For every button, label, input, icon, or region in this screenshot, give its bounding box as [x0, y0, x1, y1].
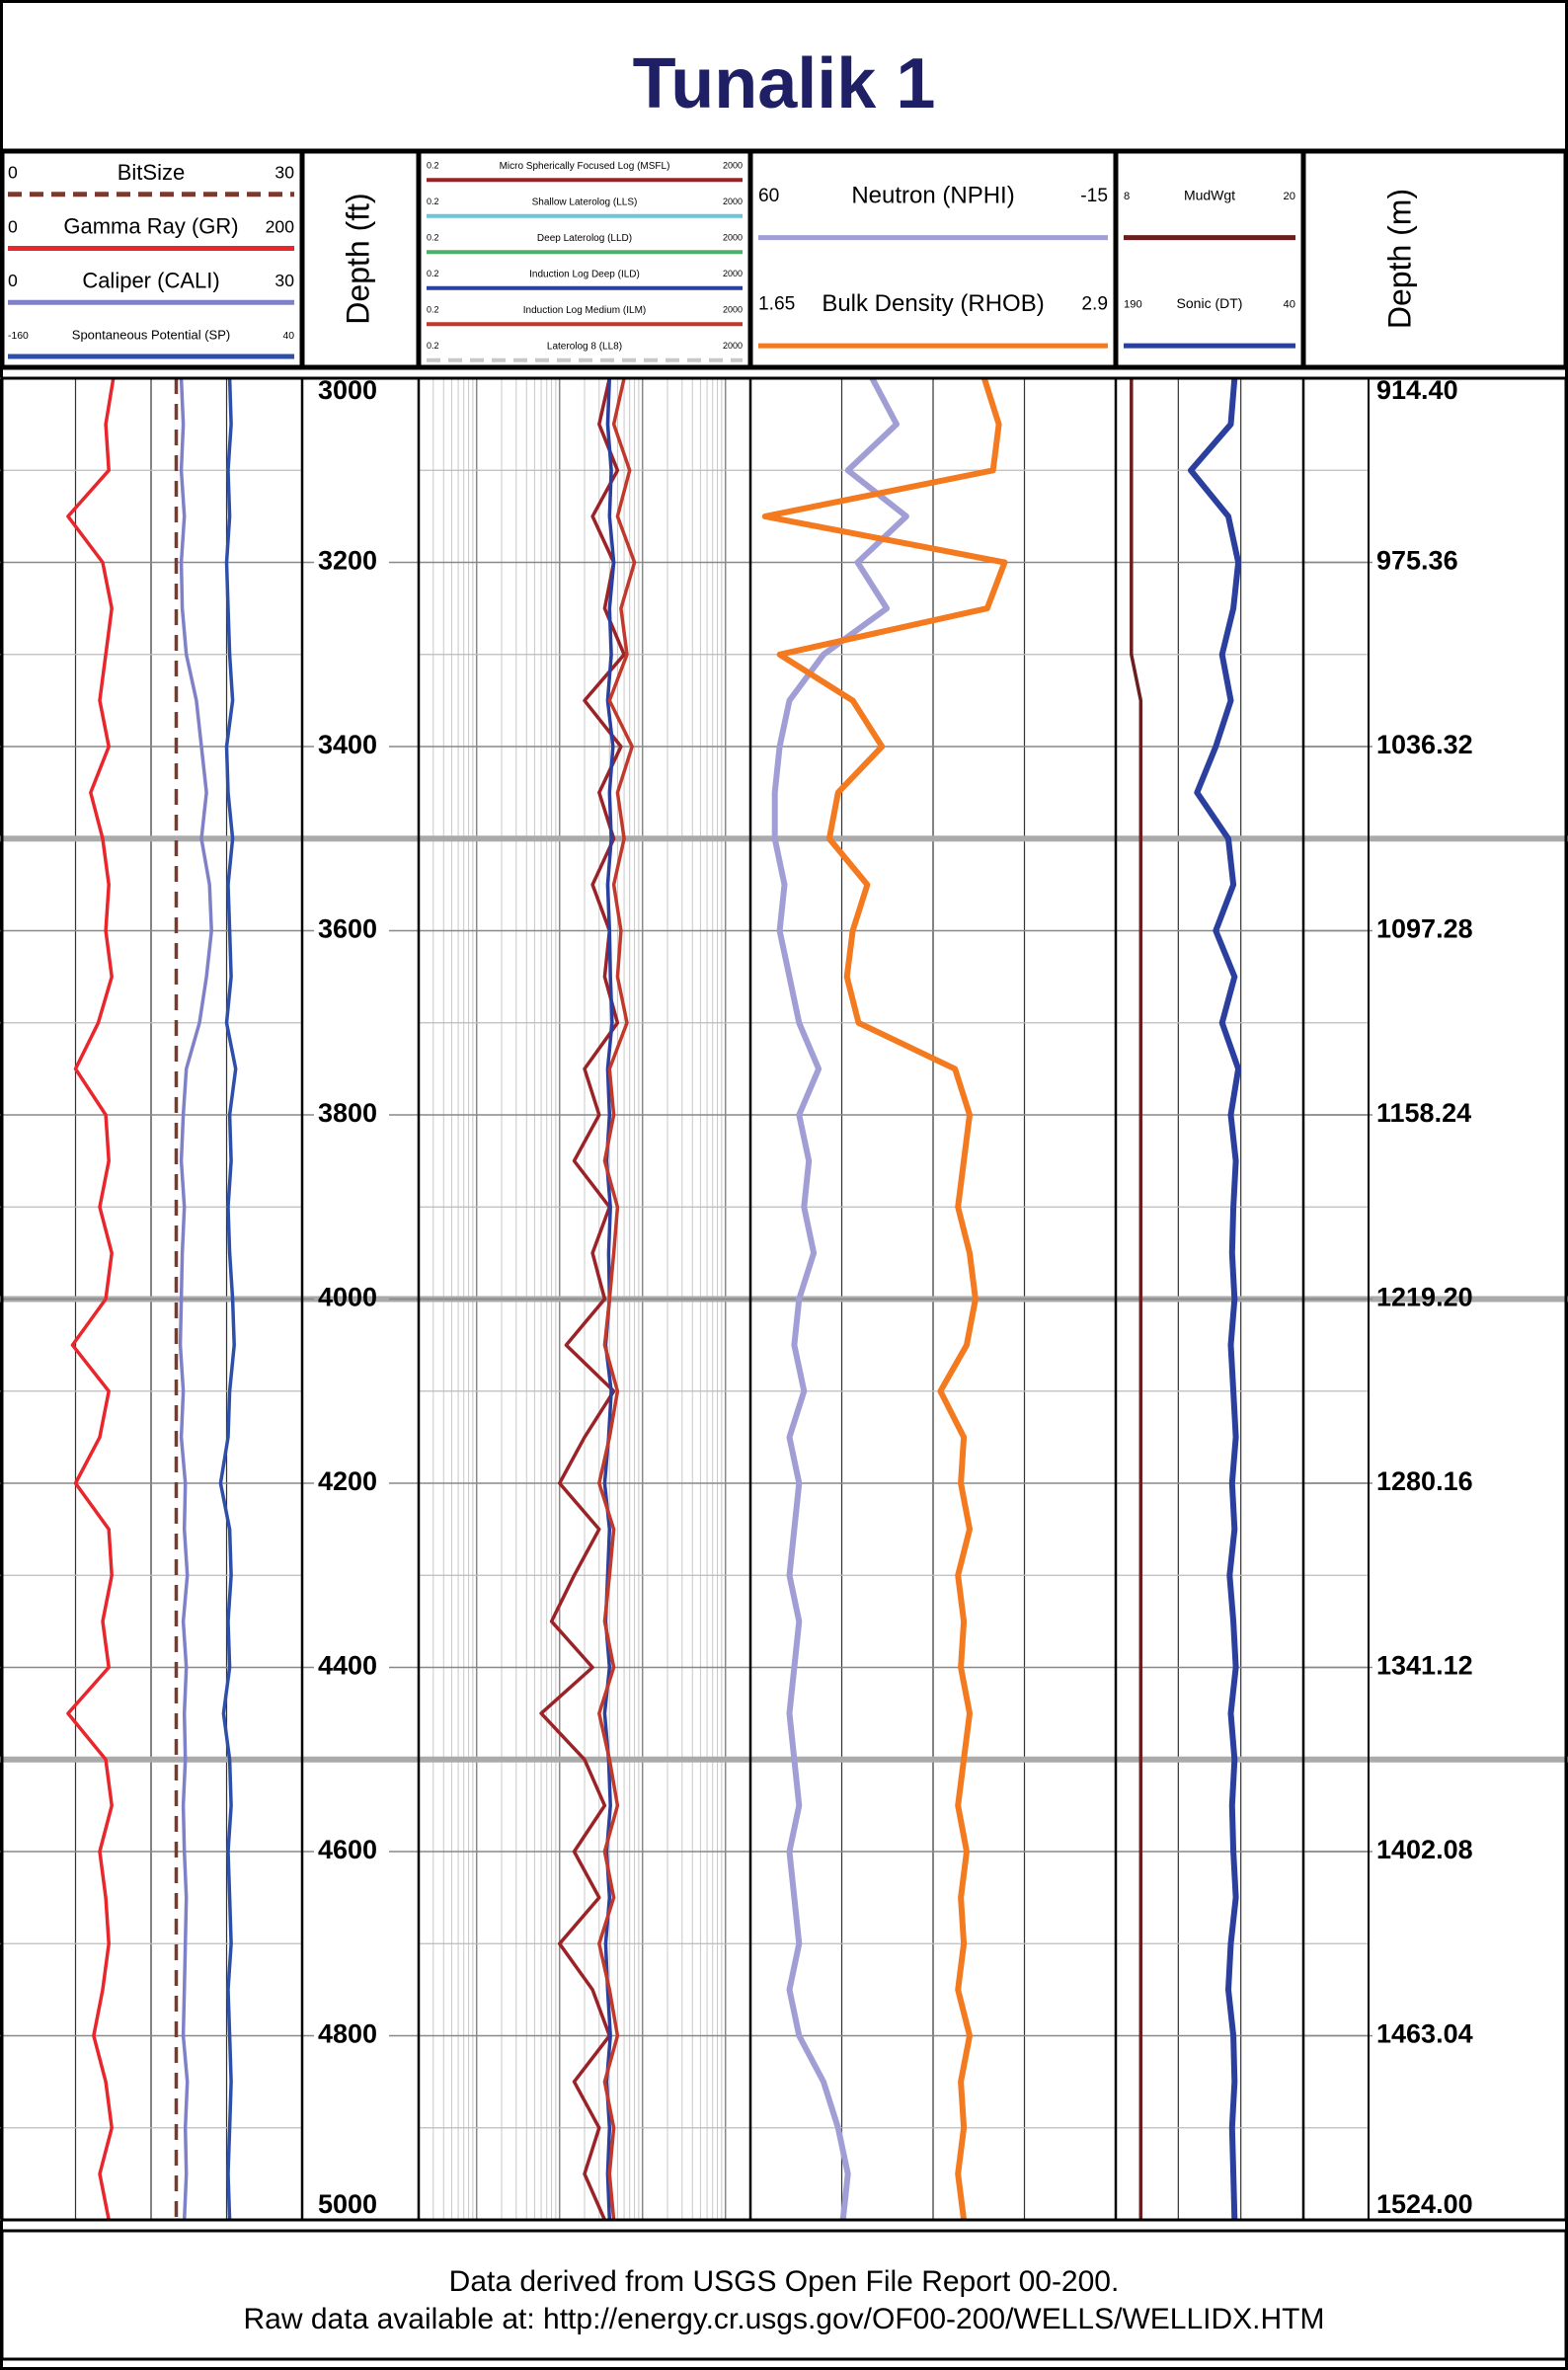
curves: [66, 378, 1242, 2220]
footer-frame: [0, 2229, 1568, 2361]
legend-max: 40: [282, 331, 294, 342]
depth-ft-tick-label: 3200: [318, 546, 377, 576]
chart-title: Tunalik 1: [633, 44, 936, 123]
depth-ft-tick-label: 5000: [318, 2189, 377, 2219]
legend-label: Gamma Ray (GR): [63, 214, 238, 239]
depth-ft-tick-label: 4000: [318, 1283, 377, 1312]
legend-max: 2000: [723, 305, 743, 315]
legend-max: 2000: [723, 197, 743, 206]
legend-label: Induction Log Medium (ILM): [523, 305, 647, 316]
legend-label: Neutron (NPHI): [851, 182, 1014, 208]
log-curve: [218, 378, 238, 2220]
log-curve: [597, 378, 637, 2220]
legend-max: 30: [274, 271, 294, 290]
legend-max: 30: [274, 163, 294, 183]
depth-ft-tick-label: 3800: [318, 1098, 377, 1128]
depth-m-tick-label: 1158.24: [1376, 1098, 1471, 1128]
depth-m-label: Depth (m): [1381, 189, 1417, 329]
legend-min: 0: [8, 163, 18, 183]
depth-ft-tick-label: 4600: [318, 1835, 377, 1864]
depth-ft-label: Depth (ft): [340, 193, 375, 324]
log-curve: [178, 378, 213, 2220]
legend-min: -160: [8, 331, 29, 342]
legend-label: BitSize: [118, 160, 185, 185]
legend-min: 0.2: [427, 269, 439, 278]
header-frame: [0, 148, 1568, 370]
log-curve: [771, 378, 909, 2220]
log-curve: [1188, 378, 1242, 2220]
depth-m-tick-label: 1097.28: [1376, 914, 1473, 944]
legend-label: Sonic (DT): [1177, 295, 1243, 311]
legend-label: Spontaneous Potential (SP): [72, 328, 230, 343]
legend-max: 2000: [723, 269, 743, 278]
legend-min: 190: [1124, 298, 1142, 310]
legend-min: 0.2: [427, 233, 439, 243]
legend-max: 40: [1284, 298, 1295, 310]
legend-max: 2000: [723, 161, 743, 171]
depth-m-tick-label: 975.36: [1376, 546, 1458, 576]
depth-ft-tick-label: 3600: [318, 914, 377, 944]
legend-min: 0.2: [427, 305, 439, 315]
depth-m-tick-label: 1036.32: [1376, 730, 1473, 759]
legend-label: Micro Spherically Focused Log (MSFL): [500, 161, 670, 172]
track-frame: [0, 376, 1568, 2222]
depth-ft-tick-label: 3400: [318, 730, 377, 759]
legend-max: -15: [1080, 186, 1108, 206]
depth-m-tick-label: 914.40: [1376, 375, 1458, 405]
legend-label: Deep Laterolog (LLD): [537, 233, 632, 244]
depth-ft-tick-label: 4800: [318, 2019, 377, 2049]
depth-m-tick-label: 1280.16: [1376, 1466, 1473, 1496]
footer-line: Raw data available at: http://energy.cr.…: [244, 2303, 1325, 2335]
legend-min: 1.65: [758, 294, 795, 315]
legend-label: Caliper (CALI): [82, 268, 219, 292]
legend-min: 0: [8, 271, 18, 290]
legend-max: 2000: [723, 341, 743, 351]
depth-m-tick-label: 1402.08: [1376, 1835, 1473, 1864]
legend-min: 0.2: [427, 161, 439, 171]
legend-max: 2000: [723, 233, 743, 243]
legend-min: 0: [8, 216, 18, 236]
depth-m-tick-label: 1341.12: [1376, 1651, 1473, 1681]
grid: [0, 377, 1568, 2221]
legend-max: 2.9: [1081, 294, 1108, 315]
depth-m-tick-label: 1219.20: [1376, 1283, 1473, 1312]
footer-line: Data derived from USGS Open File Report …: [449, 2265, 1120, 2298]
legend-label: Induction Log Deep (ILD): [529, 269, 640, 279]
legend-min: 0.2: [427, 197, 439, 206]
legend-max: 20: [1284, 191, 1295, 202]
legend-label: Bulk Density (RHOB): [822, 290, 1044, 317]
legend-min: 0.2: [427, 341, 439, 351]
log-curve: [761, 378, 1008, 2220]
legend-min: 8: [1124, 191, 1130, 202]
depth-ft-tick-label: 4400: [318, 1651, 377, 1681]
legend-label: Shallow Laterolog (LLS): [532, 197, 638, 207]
depth-ft-tick-label: 3000: [318, 375, 377, 405]
depth-m-tick-label: 1524.00: [1376, 2189, 1473, 2219]
log-curve: [1130, 378, 1143, 2220]
depth-m-tick-label: 1463.04: [1376, 2019, 1473, 2049]
legend-min: 60: [758, 186, 779, 206]
legend-label: MudWgt: [1184, 188, 1235, 203]
depth-ft-tick-label: 4200: [318, 1466, 377, 1496]
legend-label: Laterolog 8 (LL8): [547, 341, 622, 352]
log-curve: [66, 378, 116, 2220]
log-curve: [539, 378, 626, 2220]
legend-max: 200: [266, 216, 295, 236]
